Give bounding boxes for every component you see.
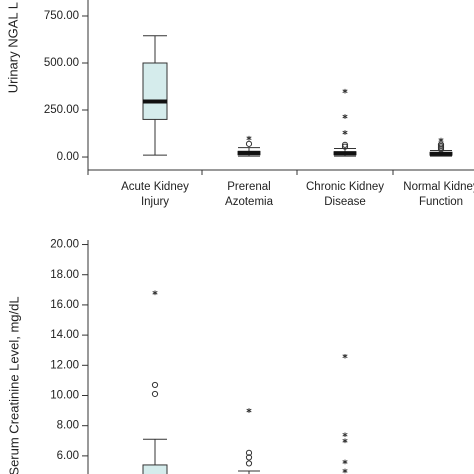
x-tick-label: Prerenal Azotemia [225, 181, 273, 208]
outlier [245, 460, 253, 467]
outlier [245, 140, 253, 147]
outlier [151, 390, 159, 398]
y-tick-label: 750.00 [44, 10, 79, 22]
x-tick-label: Chronic Kidney Disease [306, 181, 384, 208]
outlier [341, 141, 349, 148]
outlier [245, 449, 253, 456]
outlier [245, 454, 253, 461]
y-tick-label: 16.00 [50, 299, 79, 311]
extreme [342, 438, 348, 444]
extreme [342, 432, 348, 438]
y-axis-label: Serum Creatinine Level, mg/dL [6, 296, 21, 474]
box [142, 464, 168, 474]
y-tick-label: 18.00 [50, 269, 79, 281]
extreme [246, 135, 252, 141]
y-tick-label: 250.00 [44, 104, 79, 116]
y-tick-label: 10.00 [50, 390, 79, 402]
extreme [438, 137, 444, 143]
extreme [342, 114, 348, 119]
y-tick-label: 6.00 [57, 450, 79, 462]
extreme [342, 459, 348, 465]
extreme [342, 468, 348, 474]
y-tick-label: 500.00 [44, 57, 79, 69]
x-tick-label: Normal Kidney Function [403, 181, 474, 208]
extreme [152, 290, 158, 296]
extreme [342, 353, 348, 359]
extreme [342, 130, 348, 135]
outlier [151, 381, 159, 389]
extreme [342, 88, 348, 94]
x-tick-label: Acute Kidney Injury [121, 181, 189, 208]
extreme [246, 408, 252, 413]
y-tick-label: 0.00 [57, 151, 79, 163]
y-tick-label: 8.00 [57, 420, 79, 432]
box [142, 62, 168, 120]
y-tick-label: 20.00 [50, 239, 79, 251]
outlier [341, 143, 349, 150]
y-axis-label: Urinary NGAL L [5, 2, 20, 93]
y-tick-label: 14.00 [50, 329, 79, 341]
y-tick-label: 12.00 [50, 359, 79, 371]
